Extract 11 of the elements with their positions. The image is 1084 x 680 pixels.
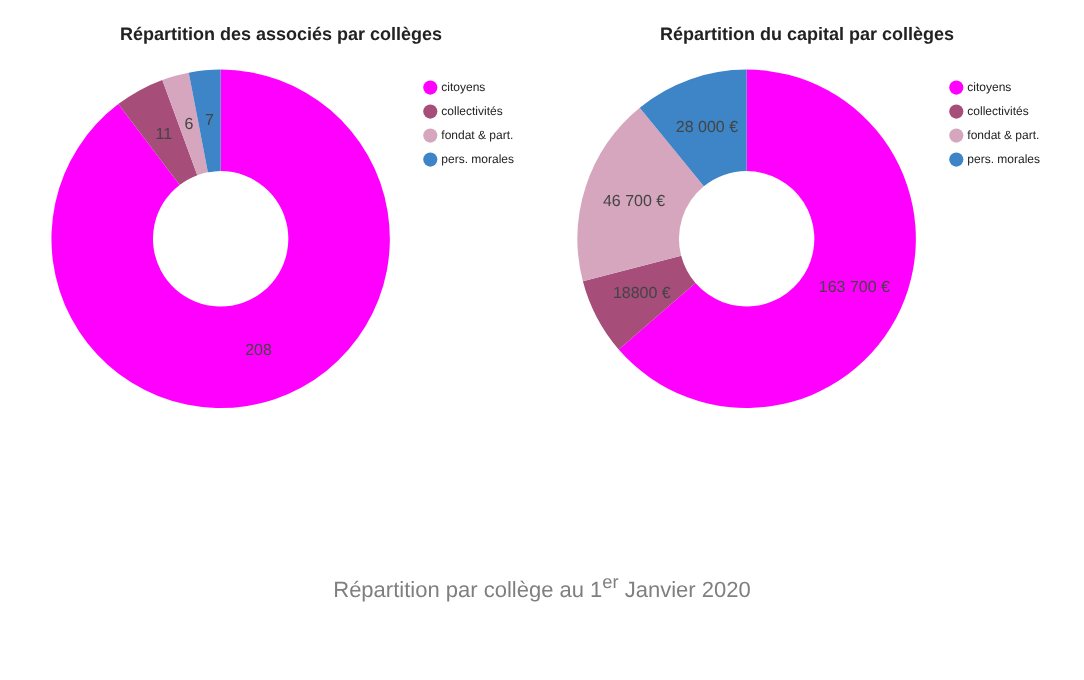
data-label: 163 700 €: [818, 278, 892, 297]
chart-title: Répartition du capital par collèges: [659, 23, 955, 44]
data-label: 18800 €: [612, 284, 672, 303]
data-label: 6: [184, 115, 195, 134]
text: Répartition par collège au 1$^{er}$ Janvier 2020: [331, 572, 753, 604]
data-label: 11: [155, 125, 174, 144]
chart-title: Répartition des associés par collèges: [119, 23, 443, 44]
data-label: 7: [204, 111, 215, 130]
data-label: 46 700 €: [602, 192, 667, 211]
data-label: 208: [245, 341, 273, 360]
data-label: 28 000 €: [675, 117, 740, 136]
